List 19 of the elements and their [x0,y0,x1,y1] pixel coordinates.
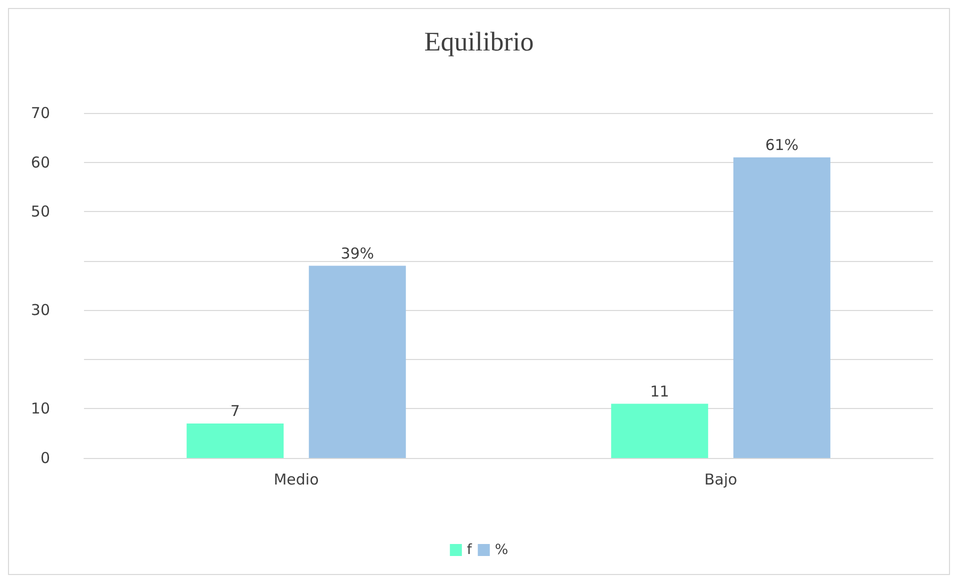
legend-label: f [466,542,473,558]
data-label: 7 [230,402,240,420]
y-tick-label: 70 [30,104,50,122]
chart-title: Equilibrio [424,26,534,56]
bar [733,157,830,458]
legend-label: % [494,542,508,558]
y-tick-label: 50 [30,202,50,221]
x-tick-label: Medio [274,470,319,488]
bar [611,404,708,458]
bar [308,266,406,458]
y-tick-label: 0 [40,449,50,467]
bar [186,424,284,458]
y-tick-label: 10 [30,400,50,418]
y-tick-label: 30 [30,301,50,320]
data-label: 61% [765,136,799,154]
x-tick-label: Bajo [704,470,738,488]
data-label: 11 [650,382,670,400]
y-tick-label: 60 [30,153,50,172]
data-label: 39% [340,244,374,262]
